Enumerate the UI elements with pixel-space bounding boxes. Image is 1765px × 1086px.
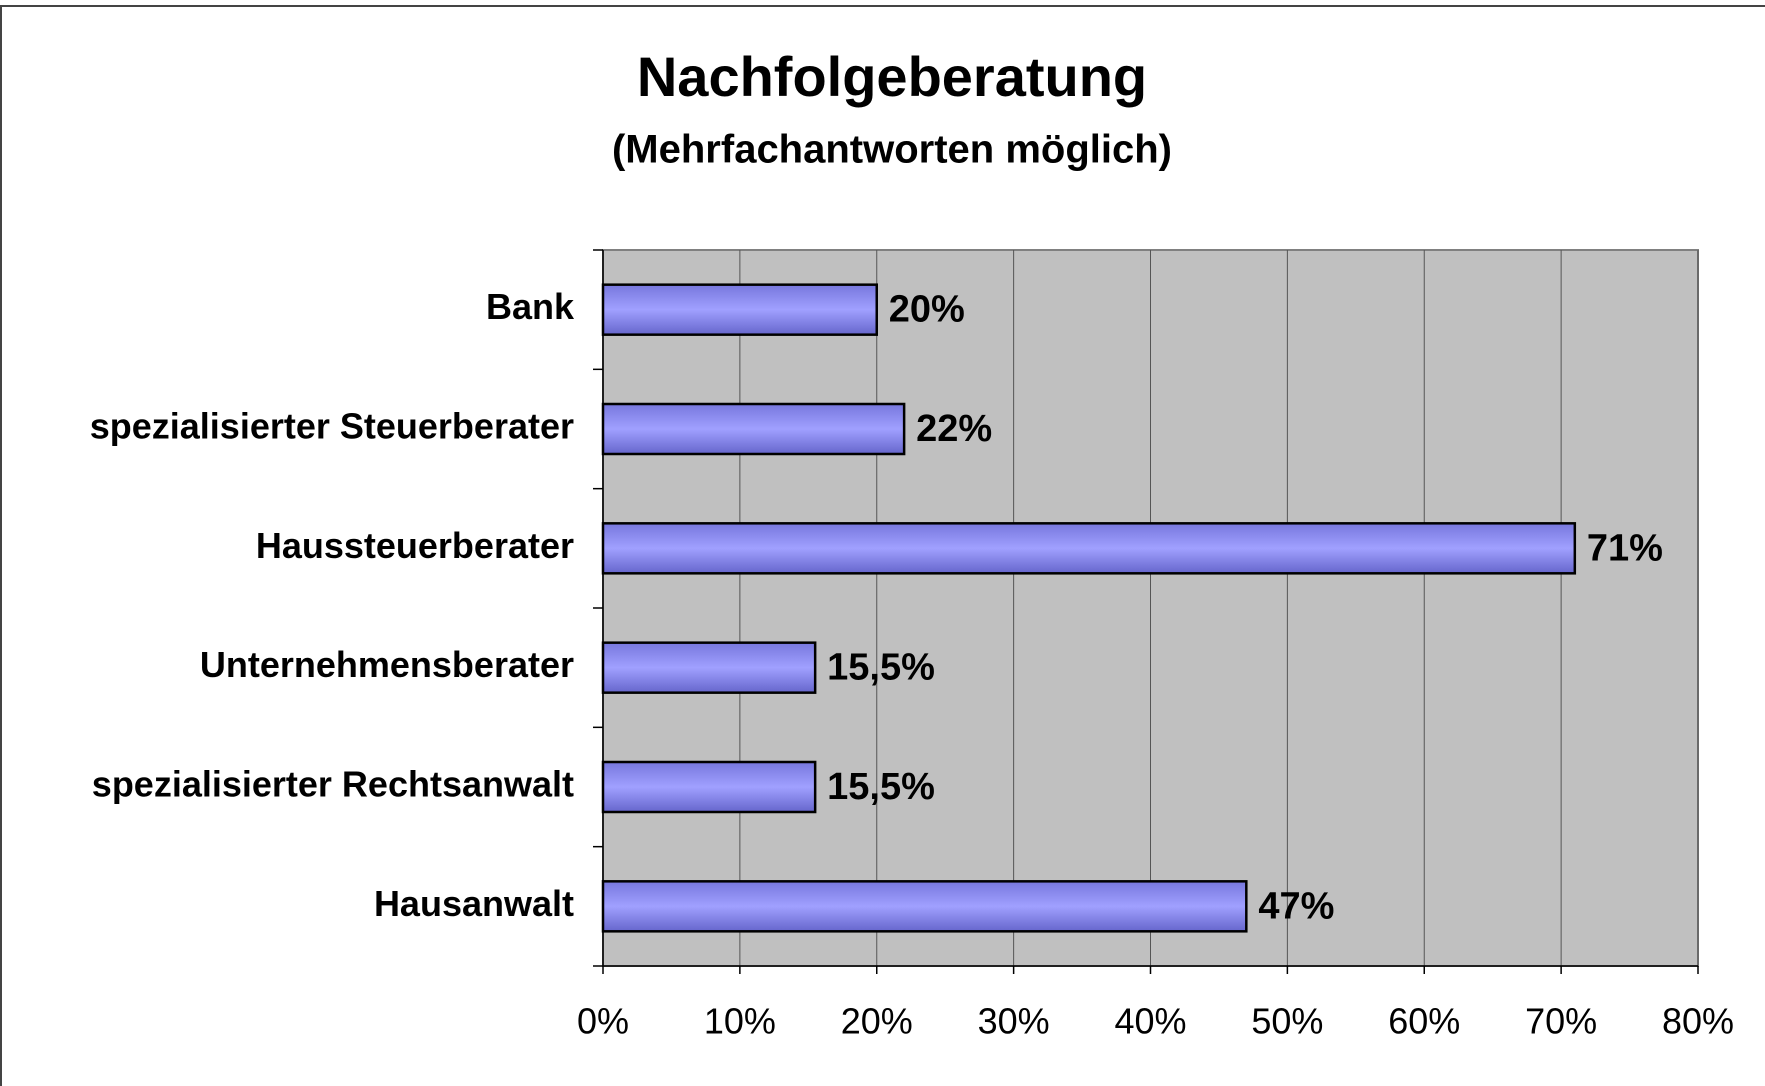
y-tick-label: Hausanwalt	[374, 883, 574, 924]
value-label: 71%	[1587, 527, 1663, 569]
x-tick-label: 20%	[841, 1001, 913, 1042]
bar	[601, 522, 1577, 575]
y-tick-label: Bank	[486, 286, 575, 327]
value-label: 47%	[1258, 885, 1334, 927]
x-tick-label: 0%	[577, 1001, 629, 1042]
value-label: 15,5%	[827, 766, 935, 808]
y-tick-label: Unternehmensberater	[200, 644, 574, 685]
bar	[601, 283, 878, 336]
value-label: 15,5%	[827, 647, 935, 689]
bar	[601, 402, 906, 456]
bar	[601, 760, 817, 814]
x-tick-label: 60%	[1388, 1001, 1460, 1042]
x-tick-label: 30%	[978, 1001, 1050, 1042]
value-label: 20%	[889, 289, 965, 331]
bar	[601, 641, 817, 694]
x-tick-label: 70%	[1525, 1001, 1597, 1042]
bar	[601, 880, 1248, 933]
chart-subtitle: (Mehrfachantworten möglich)	[612, 128, 1172, 172]
x-tick-label: 80%	[1662, 1001, 1734, 1042]
y-tick-label: spezialisierter Steuerberater	[90, 406, 574, 447]
x-tick-label: 40%	[1114, 1001, 1186, 1042]
y-tick-label: Haussteuerberater	[256, 525, 574, 566]
value-label: 22%	[916, 408, 992, 450]
y-tick-label: spezialisierter Rechtsanwalt	[92, 764, 574, 805]
chart-title: Nachfolgeberatung	[637, 45, 1147, 108]
x-tick-label: 50%	[1251, 1001, 1323, 1042]
x-tick-label: 10%	[704, 1001, 776, 1042]
